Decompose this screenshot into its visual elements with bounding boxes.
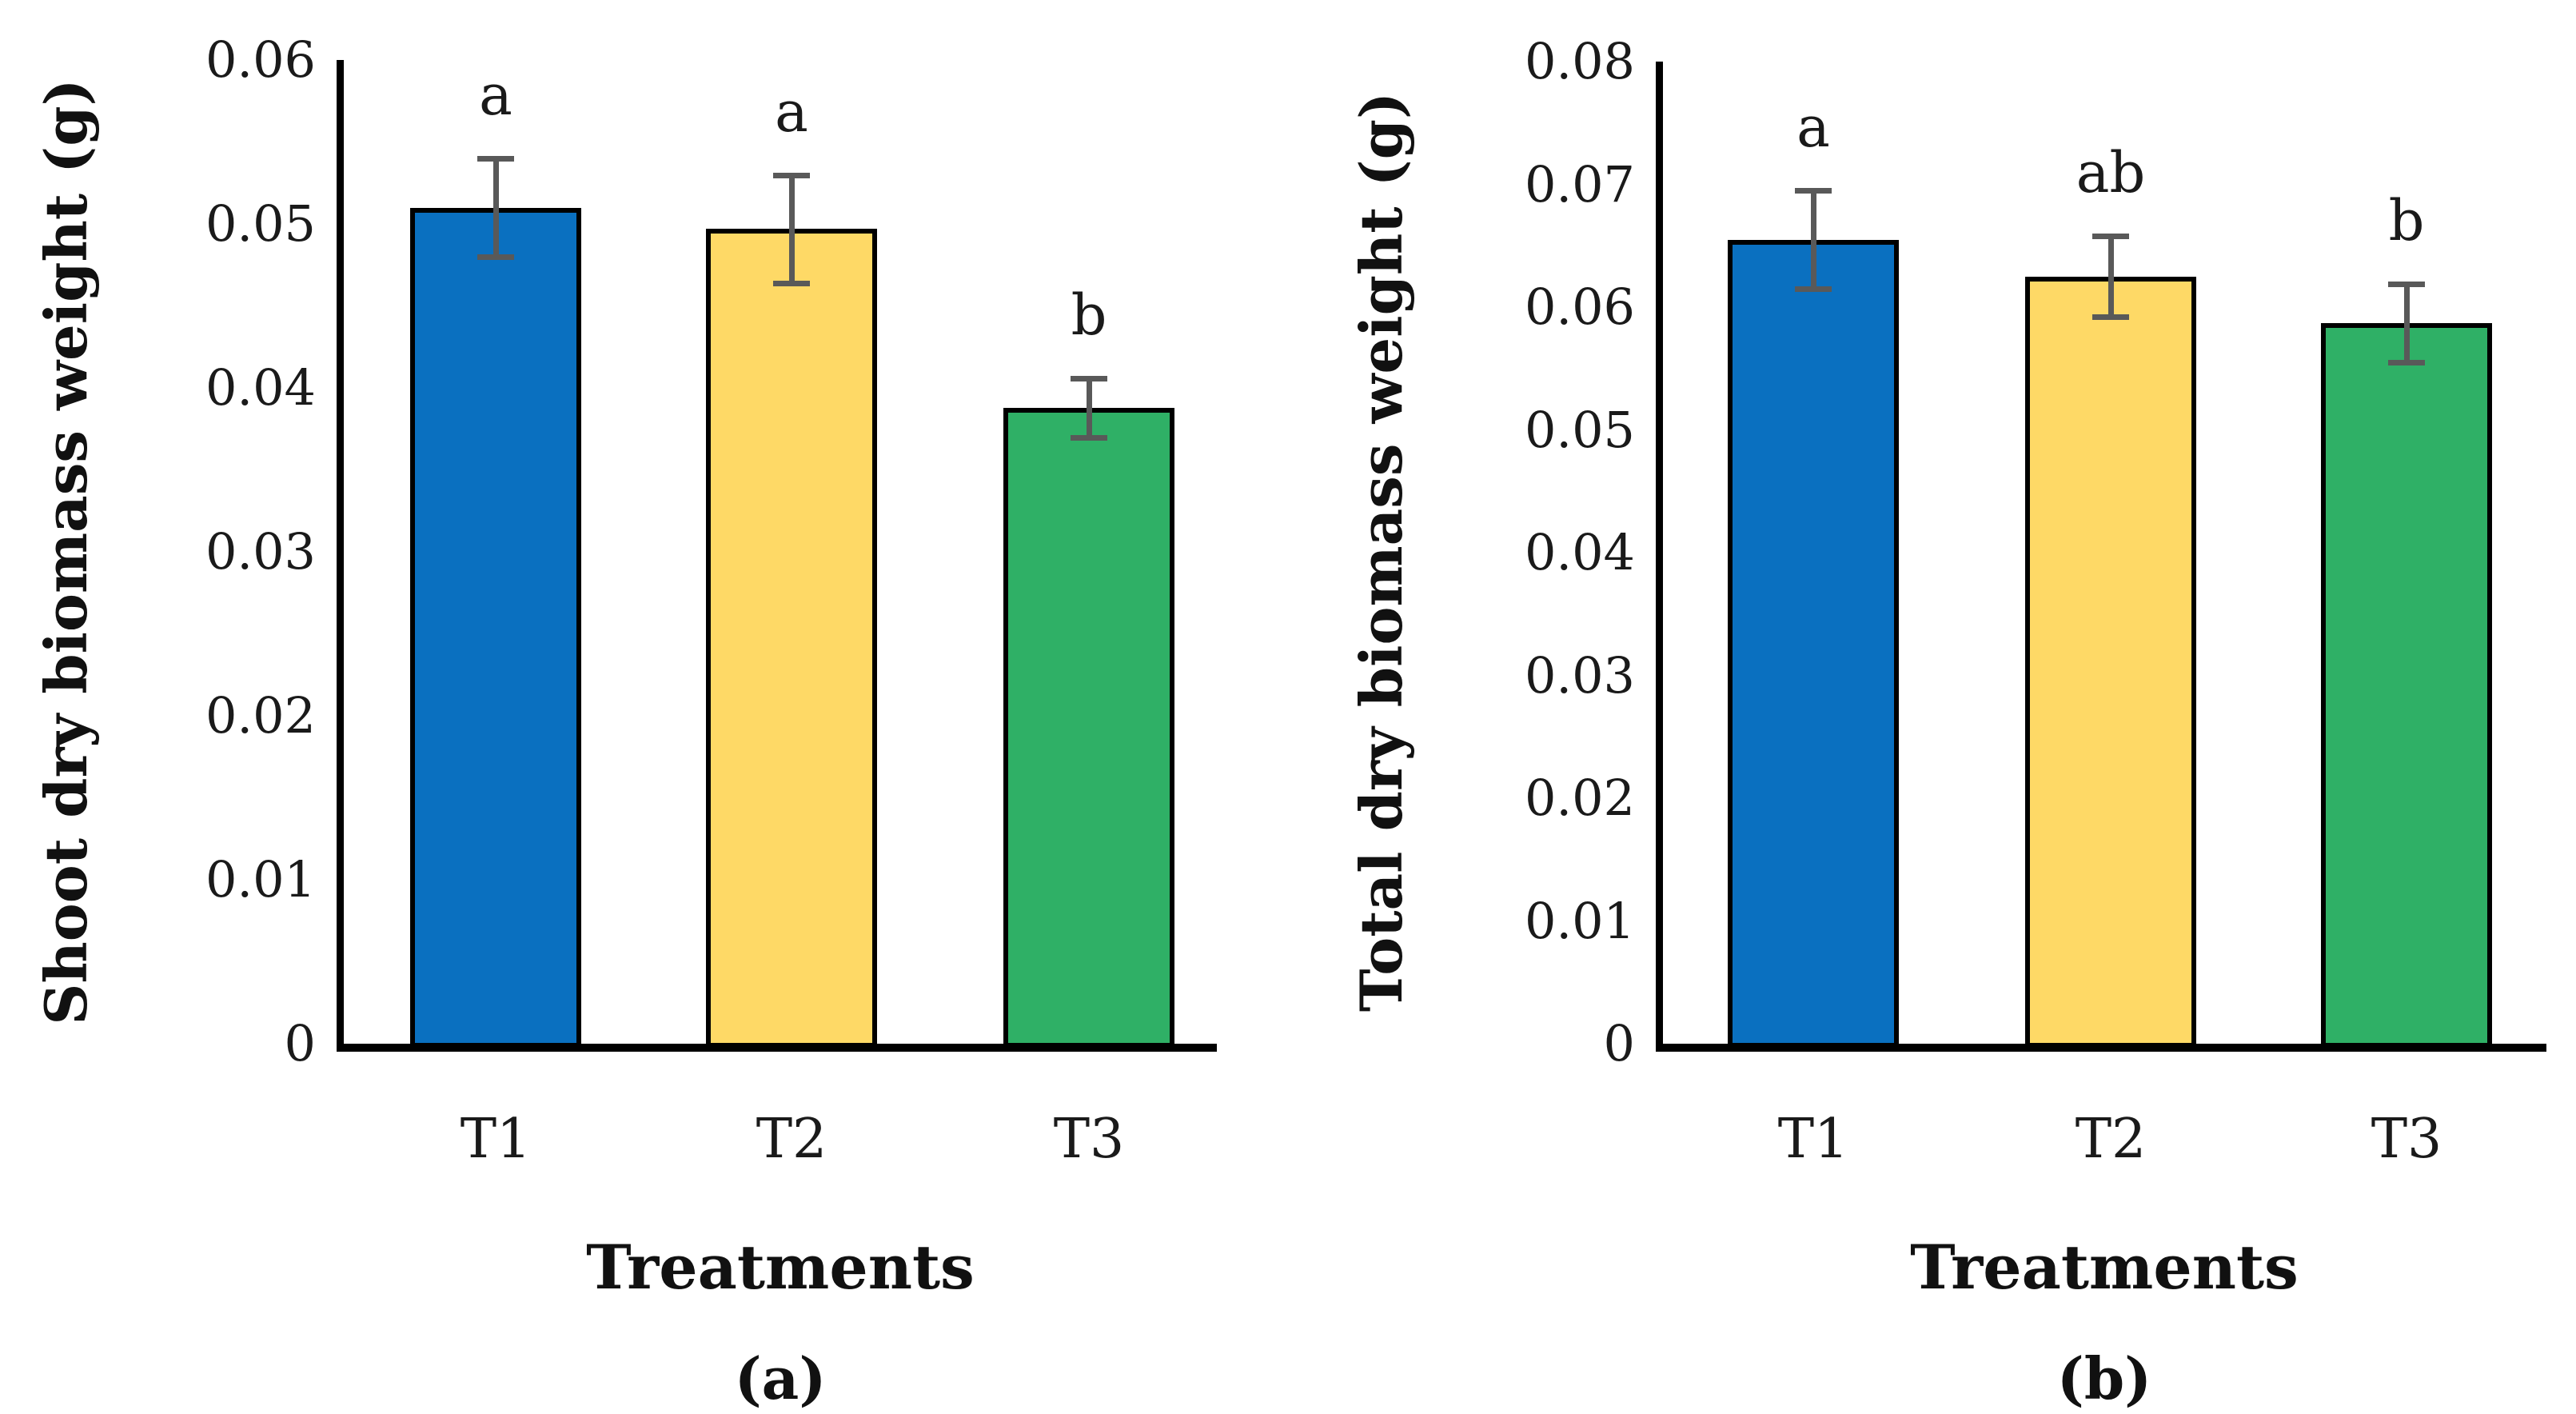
bar-T2: [706, 229, 877, 1048]
x-axis-title-a: Treatments: [586, 1232, 975, 1303]
x-tick-label-T2: T2: [2075, 1108, 2147, 1171]
x-tick-label-T1: T1: [460, 1108, 532, 1171]
y-axis-line: [337, 60, 344, 1052]
error-bar-line-T3: [2403, 283, 2410, 363]
y-tick-label-0.08: 0.08: [1524, 32, 1635, 90]
error-bar-cap-bottom-T1: [1795, 286, 1832, 292]
error-bar-cap-top-T2: [2092, 233, 2129, 239]
error-bar-cap-bottom-T1: [477, 254, 514, 260]
bar-T3: [2321, 322, 2492, 1048]
x-axis-title-b: Treatments: [1910, 1232, 2299, 1303]
error-bar-cap-top-T3: [2388, 281, 2425, 287]
y-tick-label-0.05: 0.05: [205, 194, 316, 253]
y-tick-label-0.02: 0.02: [205, 686, 316, 745]
bar-T3: [1003, 407, 1174, 1048]
y-tick-label-0.01: 0.01: [1524, 891, 1635, 950]
panel-caption-a: (a): [734, 1344, 827, 1412]
y-tick-label-0.04: 0.04: [205, 358, 316, 417]
y-tick-label-0.03: 0.03: [205, 522, 316, 581]
error-bar-line-T2: [788, 174, 795, 283]
x-tick-label-T3: T3: [1053, 1108, 1125, 1171]
error-bar-line-T1: [1810, 190, 1816, 289]
y-tick-label-0.02: 0.02: [1524, 769, 1635, 827]
significance-letter-T3: b: [1071, 282, 1107, 348]
y-tick-label-0.01: 0.01: [205, 850, 316, 909]
x-tick-label-T3: T3: [2371, 1108, 2442, 1171]
error-bar-cap-top-T1: [477, 156, 514, 162]
error-bar-cap-top-T2: [773, 172, 810, 178]
significance-letter-T2: ab: [2076, 139, 2146, 206]
error-bar-cap-bottom-T3: [1071, 434, 1107, 441]
x-tick-label-T1: T1: [1777, 1108, 1849, 1171]
y-tick-label-0.06: 0.06: [1524, 278, 1635, 336]
error-bar-line-T3: [1086, 377, 1092, 437]
bar-T1: [410, 207, 581, 1048]
x-axis-line: [1656, 1044, 2546, 1052]
significance-letter-T1: a: [479, 62, 512, 128]
y-tick-label-0.03: 0.03: [1524, 645, 1635, 705]
x-tick-label-T2: T2: [756, 1108, 827, 1171]
y-tick-label-0.05: 0.05: [1524, 400, 1635, 459]
y-tick-label-0: 0: [1603, 1014, 1635, 1072]
y-axis-line: [1656, 62, 1663, 1052]
y-tick-label-0.06: 0.06: [205, 30, 316, 89]
error-bar-cap-top-T1: [1795, 188, 1832, 194]
significance-letter-T3: b: [2388, 187, 2425, 254]
error-bar-line-T2: [2107, 235, 2114, 318]
error-bar-cap-bottom-T2: [2092, 314, 2129, 321]
x-axis-line: [337, 1044, 1217, 1052]
significance-letter-T2: a: [775, 78, 808, 145]
error-bar-line-T1: [492, 158, 499, 257]
y-tick-label-0.04: 0.04: [1524, 523, 1635, 581]
panel-caption-b: (b): [2056, 1344, 2152, 1412]
significance-letter-T1: a: [1796, 94, 1830, 161]
error-bar-cap-top-T3: [1071, 375, 1107, 381]
error-bar-cap-bottom-T3: [2388, 360, 2425, 366]
bar-T1: [1728, 239, 1899, 1048]
y-tick-label-0: 0: [284, 1014, 316, 1072]
error-bar-cap-bottom-T2: [773, 280, 810, 286]
bar-T2: [2025, 276, 2196, 1048]
y-tick-label-0.07: 0.07: [1524, 154, 1635, 214]
